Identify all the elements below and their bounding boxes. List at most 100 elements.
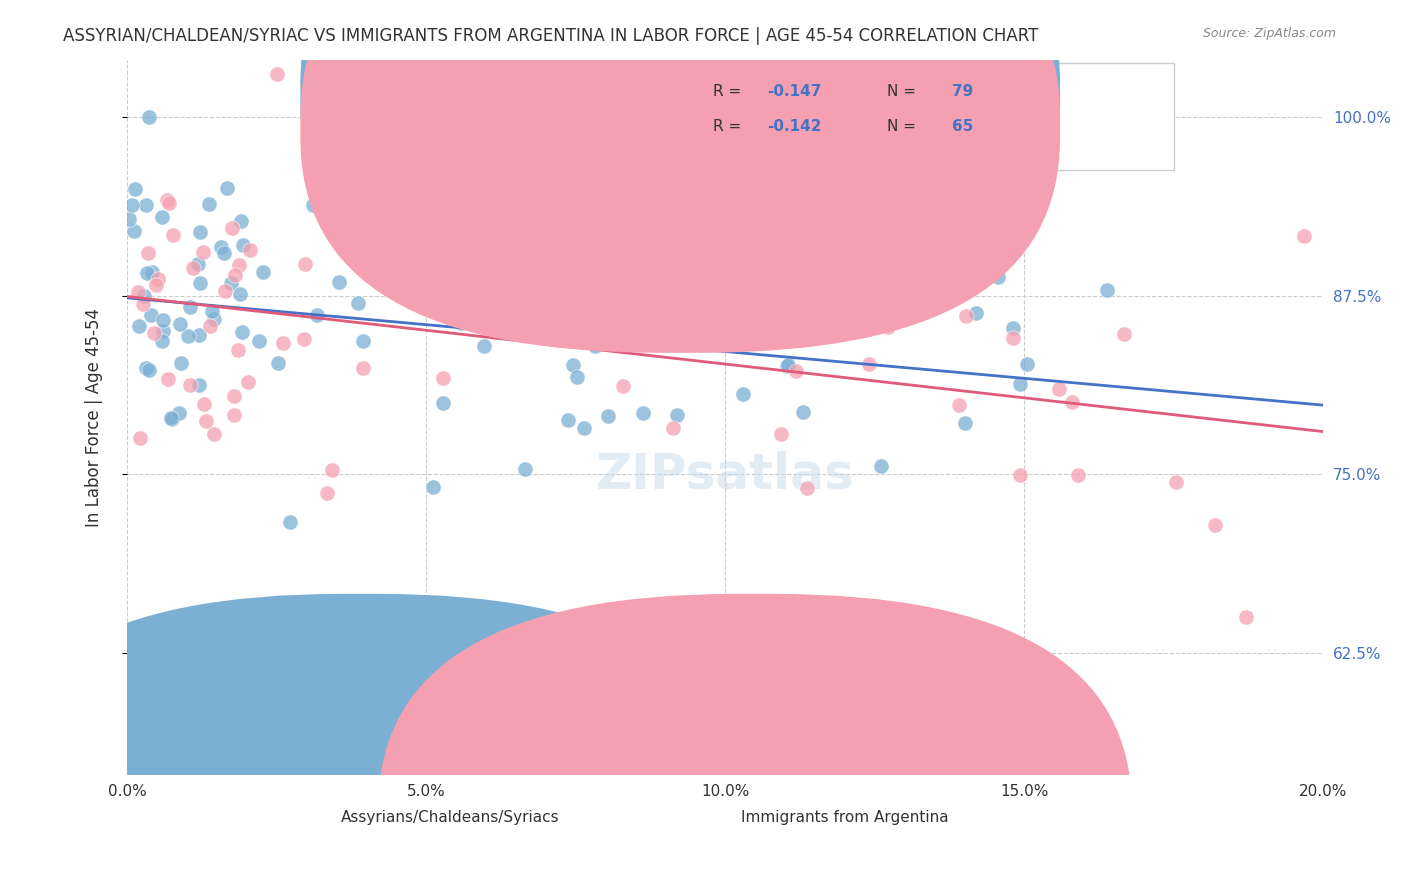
Y-axis label: In Labor Force | Age 45-54: In Labor Force | Age 45-54 [86,308,103,526]
Point [955,309,977,323]
Point [948,398,970,412]
Point [965,305,987,319]
Point [1204,518,1226,533]
Text: ZIPsatlas: ZIPsatlas [596,450,855,499]
Text: R =: R = [713,119,747,134]
Point [224,268,246,282]
Point [876,320,898,334]
Text: Assyrians/Chaldeans/Syriacs: Assyrians/Chaldeans/Syriacs [340,810,560,825]
Text: N =: N = [887,84,921,99]
Point [238,375,260,389]
Point [661,421,683,435]
Point [145,277,167,292]
Point [152,324,174,338]
Point [796,481,818,495]
Point [733,386,755,401]
Point [583,339,606,353]
Point [347,296,370,310]
Point [219,276,242,290]
Point [136,266,159,280]
Point [118,212,141,227]
Point [229,214,252,228]
Point [252,265,274,279]
Point [316,486,339,500]
Point [305,309,328,323]
Point [572,421,595,435]
Point [302,198,325,212]
Point [135,361,157,376]
Point [352,334,374,348]
Point [232,238,254,252]
Point [870,458,893,473]
Point [122,224,145,238]
Point [157,195,180,210]
Point [1010,376,1032,391]
Point [633,406,655,420]
Point [177,328,200,343]
Point [193,397,215,411]
Point [139,308,162,322]
Point [987,269,1010,284]
Point [1164,475,1187,489]
Point [138,110,160,124]
Point [224,408,246,422]
Point [1015,357,1038,371]
Point [513,462,536,476]
Point [557,413,579,427]
Point [450,316,472,330]
Point [1097,283,1119,297]
Point [631,274,654,288]
Point [352,360,374,375]
Point [224,388,246,402]
Point [136,246,159,260]
Point [422,480,444,494]
Point [491,269,513,284]
Point [204,311,226,326]
Point [328,276,350,290]
Point [143,326,166,340]
Point [987,246,1010,260]
Point [197,197,219,211]
Text: Immigrants from Argentina: Immigrants from Argentina [741,810,949,825]
FancyBboxPatch shape [301,0,1060,319]
Point [271,336,294,351]
Point [170,356,193,370]
Point [567,370,589,384]
Point [321,463,343,477]
Point [776,359,799,373]
Point [1066,468,1088,483]
FancyBboxPatch shape [301,0,1060,353]
Point [474,260,496,275]
Text: -0.147: -0.147 [766,84,821,99]
Point [695,240,717,254]
Point [215,181,238,195]
Point [212,245,235,260]
Point [162,227,184,242]
FancyBboxPatch shape [636,63,1174,170]
Point [554,293,576,307]
Point [734,315,756,329]
Point [129,431,152,445]
Point [247,334,270,348]
Point [194,414,217,428]
Point [785,364,807,378]
Point [280,515,302,529]
Point [769,426,792,441]
Point [198,319,221,334]
Point [179,378,201,392]
Text: R =: R = [713,84,747,99]
Point [156,193,179,207]
Point [135,198,157,212]
Point [737,293,759,308]
Point [167,406,190,420]
Text: 65: 65 [952,119,974,134]
Point [183,260,205,275]
Point [187,328,209,343]
FancyBboxPatch shape [378,594,1132,892]
Point [1112,326,1135,341]
Text: Source: ZipAtlas.com: Source: ZipAtlas.com [1202,27,1336,40]
Point [146,272,169,286]
Point [141,265,163,279]
Point [858,357,880,371]
Point [1292,229,1315,244]
